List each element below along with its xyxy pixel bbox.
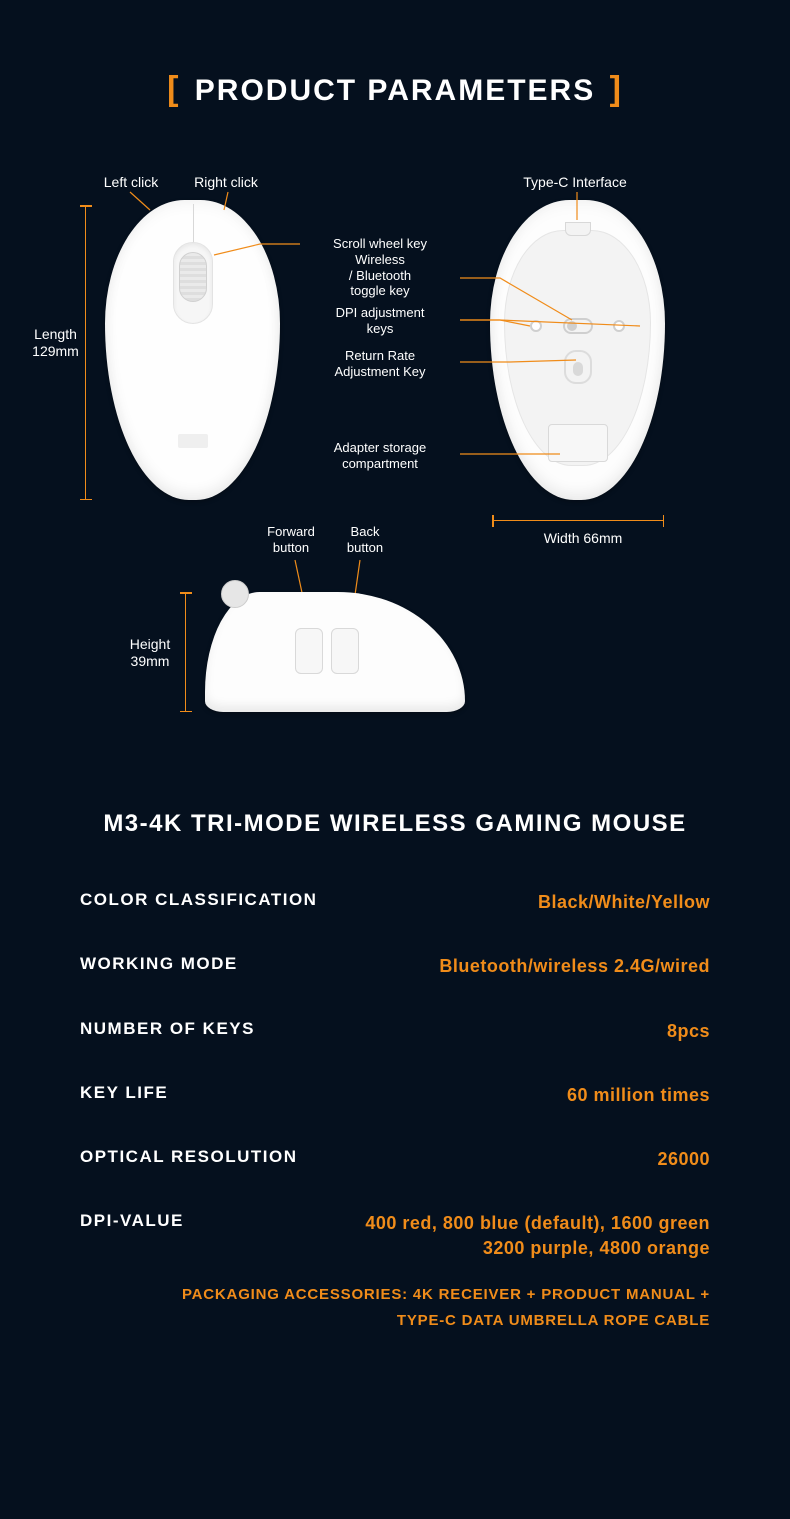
spec-row: COLOR CLASSIFICATION Black/White/Yellow bbox=[80, 890, 710, 914]
label-adapter-storage: Adapter storagecompartment bbox=[300, 440, 460, 471]
spec-row: NUMBER OF KEYS 8pcs bbox=[80, 1019, 710, 1043]
spec-label: DPI-VALUE bbox=[80, 1211, 184, 1231]
spec-value: 400 red, 800 blue (default), 1600 green3… bbox=[365, 1211, 710, 1260]
label-return-rate: Return RateAdjustment Key bbox=[300, 348, 460, 379]
label-left-click: Left click bbox=[96, 174, 166, 191]
label-back-button: Backbutton bbox=[330, 524, 400, 555]
spec-row: WORKING MODE Bluetooth/wireless 2.4G/wir… bbox=[80, 954, 710, 978]
spec-value: 8pcs bbox=[667, 1019, 710, 1043]
label-scroll-wheel: Scroll wheel key bbox=[300, 236, 460, 252]
label-forward-button: Forwardbutton bbox=[256, 524, 326, 555]
spec-row: KEY LIFE 60 million times bbox=[80, 1083, 710, 1107]
bracket-open: [ bbox=[163, 70, 184, 108]
label-type-c: Type-C Interface bbox=[505, 174, 645, 191]
bracket-close: ] bbox=[606, 70, 627, 108]
mouse-side-view bbox=[205, 592, 465, 712]
product-subtitle: M3-4K TRI-MODE WIRELESS GAMING MOUSE bbox=[0, 810, 790, 838]
spec-value: Bluetooth/wireless 2.4G/wired bbox=[439, 954, 710, 978]
spec-label: OPTICAL RESOLUTION bbox=[80, 1147, 297, 1167]
label-height: Height39mm bbox=[120, 636, 180, 670]
page-title: [ PRODUCT PARAMETERS ] bbox=[0, 70, 790, 109]
spec-label: KEY LIFE bbox=[80, 1083, 168, 1103]
spec-value: 60 million times bbox=[567, 1083, 710, 1107]
specs-table: COLOR CLASSIFICATION Black/White/Yellow … bbox=[80, 890, 710, 1300]
dim-length bbox=[85, 205, 86, 500]
mouse-top-view bbox=[105, 200, 280, 500]
dim-height bbox=[185, 592, 186, 712]
label-width: Width 66mm bbox=[528, 530, 638, 547]
dim-width bbox=[492, 520, 664, 521]
mouse-bottom-view bbox=[490, 200, 665, 500]
spec-label: NUMBER OF KEYS bbox=[80, 1019, 255, 1039]
label-wireless-toggle: Wireless/ Bluetoothtoggle key bbox=[300, 252, 460, 299]
parameters-diagram: Left click Right click Length129mm Type-… bbox=[0, 160, 790, 770]
spec-label: COLOR CLASSIFICATION bbox=[80, 890, 317, 910]
label-right-click: Right click bbox=[186, 174, 266, 191]
spec-value: Black/White/Yellow bbox=[538, 890, 710, 914]
page-title-text: PRODUCT PARAMETERS bbox=[195, 74, 595, 107]
spec-row: DPI-VALUE 400 red, 800 blue (default), 1… bbox=[80, 1211, 710, 1260]
label-length: Length129mm bbox=[28, 326, 83, 360]
spec-value: 26000 bbox=[657, 1147, 710, 1171]
spec-row: OPTICAL RESOLUTION 26000 bbox=[80, 1147, 710, 1171]
spec-label: WORKING MODE bbox=[80, 954, 238, 974]
label-dpi-keys: DPI adjustmentkeys bbox=[300, 305, 460, 336]
packaging-accessories: PACKAGING ACCESSORIES: 4K RECEIVER + PRO… bbox=[80, 1282, 710, 1333]
